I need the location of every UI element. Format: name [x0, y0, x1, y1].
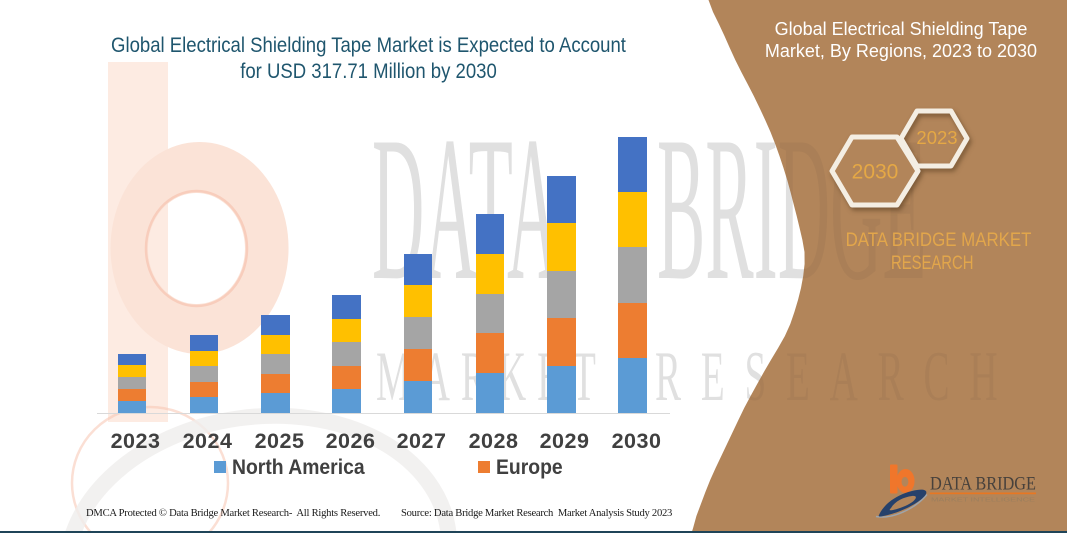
svg-text:MARKET INTELLIGENCE: MARKET INTELLIGENCE — [931, 498, 1036, 504]
svg-text:2030: 2030 — [852, 161, 899, 184]
svg-text:DATA: DATA — [372, 94, 559, 324]
svg-text:2023: 2023 — [916, 127, 957, 148]
svg-text:DATA BRIDGE: DATA BRIDGE — [930, 473, 1036, 494]
svg-text:RESEARCH: RESEARCH — [655, 338, 1017, 416]
svg-text:BRIDGE: BRIDGE — [657, 94, 927, 324]
svg-text:DATA: DATA — [372, 94, 559, 324]
